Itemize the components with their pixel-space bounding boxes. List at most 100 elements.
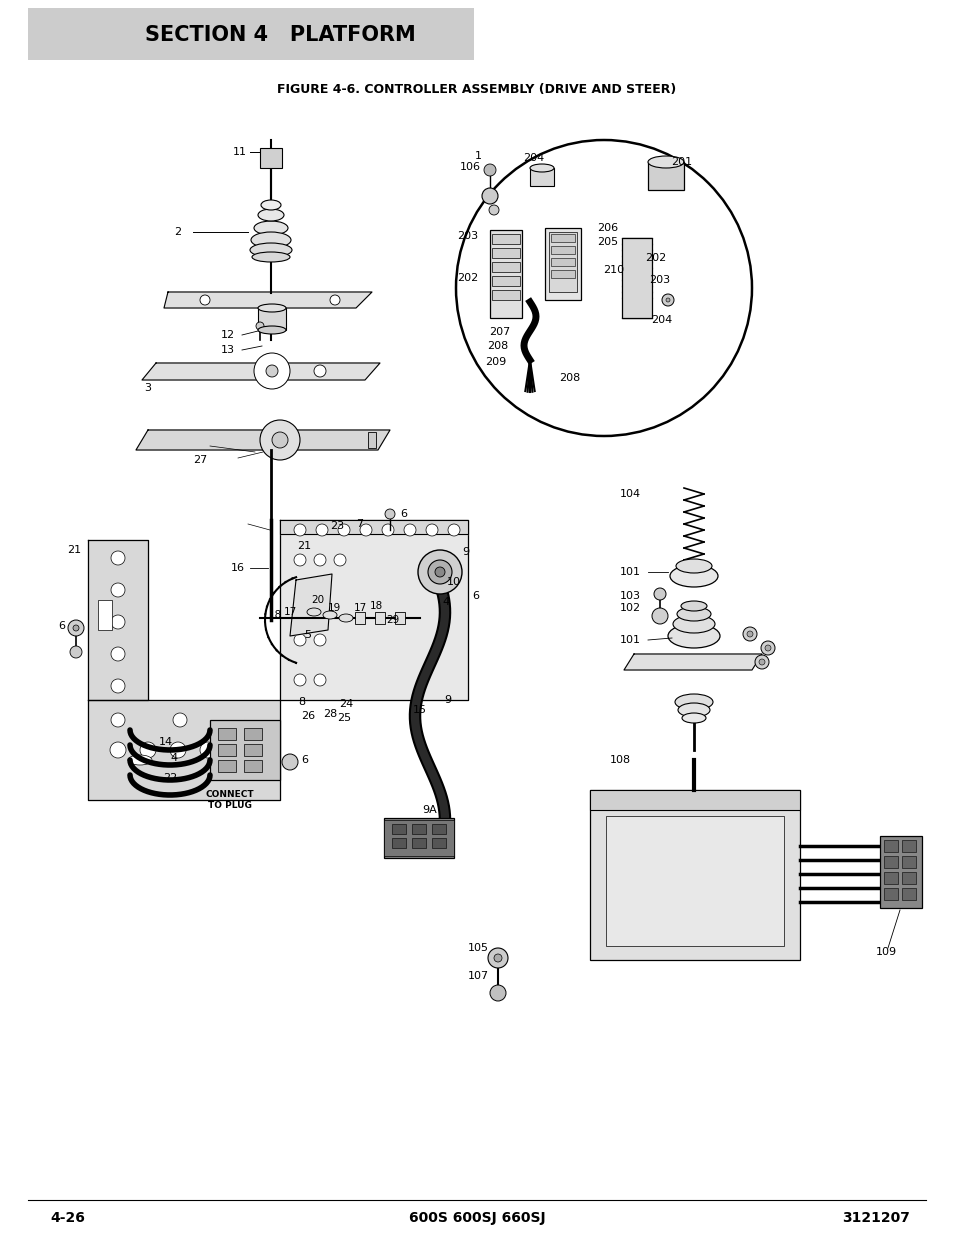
Bar bbox=[492, 290, 519, 300]
Text: 19: 19 bbox=[327, 603, 340, 613]
Circle shape bbox=[73, 625, 79, 631]
Text: 3: 3 bbox=[144, 383, 152, 393]
Bar bbox=[218, 760, 235, 772]
Ellipse shape bbox=[252, 252, 290, 262]
Circle shape bbox=[314, 634, 326, 646]
Polygon shape bbox=[280, 520, 468, 534]
Circle shape bbox=[742, 627, 757, 641]
Ellipse shape bbox=[253, 221, 288, 235]
Circle shape bbox=[282, 755, 297, 769]
Bar bbox=[548, 232, 577, 291]
Bar bbox=[492, 275, 519, 287]
Bar bbox=[244, 727, 262, 740]
Polygon shape bbox=[290, 574, 332, 636]
Ellipse shape bbox=[307, 608, 320, 616]
Circle shape bbox=[172, 713, 187, 727]
Text: 21: 21 bbox=[296, 541, 311, 551]
Circle shape bbox=[337, 524, 350, 536]
Circle shape bbox=[334, 555, 346, 566]
Bar bbox=[901, 840, 915, 852]
Text: 12: 12 bbox=[221, 330, 234, 340]
Circle shape bbox=[483, 164, 496, 177]
Bar bbox=[244, 743, 262, 756]
Circle shape bbox=[759, 659, 764, 664]
Text: 2: 2 bbox=[174, 227, 181, 237]
Text: 28: 28 bbox=[322, 709, 336, 719]
Text: 600S 600SJ 660SJ: 600S 600SJ 660SJ bbox=[408, 1212, 545, 1225]
Text: 11: 11 bbox=[233, 147, 247, 157]
Bar bbox=[392, 824, 406, 834]
Text: 20: 20 bbox=[311, 595, 324, 605]
Text: 101: 101 bbox=[618, 635, 639, 645]
Circle shape bbox=[315, 524, 328, 536]
Bar bbox=[368, 432, 375, 448]
Bar bbox=[490, 230, 521, 317]
Text: 5: 5 bbox=[304, 630, 312, 640]
Bar bbox=[883, 840, 897, 852]
Text: 108: 108 bbox=[609, 755, 630, 764]
Circle shape bbox=[111, 713, 125, 727]
Text: 6: 6 bbox=[58, 621, 66, 631]
Circle shape bbox=[111, 647, 125, 661]
Bar bbox=[375, 613, 385, 624]
Circle shape bbox=[70, 646, 82, 658]
Circle shape bbox=[381, 524, 394, 536]
Circle shape bbox=[200, 295, 210, 305]
Polygon shape bbox=[88, 700, 280, 800]
Bar bbox=[395, 613, 405, 624]
Text: 10: 10 bbox=[447, 577, 460, 587]
Circle shape bbox=[754, 655, 768, 669]
Text: 205: 205 bbox=[597, 237, 618, 247]
Circle shape bbox=[385, 509, 395, 519]
Circle shape bbox=[456, 140, 751, 436]
Bar bbox=[883, 872, 897, 884]
Circle shape bbox=[488, 948, 507, 968]
Text: 103: 103 bbox=[618, 592, 639, 601]
Circle shape bbox=[448, 524, 459, 536]
Bar bbox=[384, 818, 454, 858]
Bar bbox=[901, 856, 915, 868]
Bar bbox=[355, 613, 365, 624]
Circle shape bbox=[294, 524, 306, 536]
Bar bbox=[605, 816, 783, 946]
Bar bbox=[883, 856, 897, 868]
Bar bbox=[412, 839, 426, 848]
Ellipse shape bbox=[128, 755, 152, 764]
Bar bbox=[260, 148, 282, 168]
Polygon shape bbox=[280, 520, 468, 700]
Circle shape bbox=[494, 953, 501, 962]
Bar bbox=[492, 248, 519, 258]
Circle shape bbox=[661, 294, 673, 306]
Polygon shape bbox=[142, 363, 379, 380]
Text: 15: 15 bbox=[413, 705, 427, 715]
Text: 9: 9 bbox=[462, 547, 469, 557]
Text: 109: 109 bbox=[875, 947, 896, 957]
Circle shape bbox=[272, 432, 288, 448]
Circle shape bbox=[294, 594, 306, 606]
Circle shape bbox=[111, 615, 125, 629]
Text: 202: 202 bbox=[456, 273, 478, 283]
Text: 203: 203 bbox=[456, 231, 478, 241]
Circle shape bbox=[403, 524, 416, 536]
Bar bbox=[28, 7, 474, 61]
Text: 27: 27 bbox=[193, 454, 207, 466]
Ellipse shape bbox=[530, 164, 554, 172]
Text: 209: 209 bbox=[485, 357, 506, 367]
Text: 18: 18 bbox=[268, 610, 281, 620]
Text: 101: 101 bbox=[618, 567, 639, 577]
Bar bbox=[901, 872, 915, 884]
Text: 104: 104 bbox=[618, 489, 639, 499]
Polygon shape bbox=[136, 430, 390, 450]
Bar bbox=[647, 162, 683, 190]
Circle shape bbox=[314, 555, 326, 566]
Text: 107: 107 bbox=[467, 971, 488, 981]
Text: 208: 208 bbox=[487, 341, 508, 351]
Bar bbox=[492, 262, 519, 272]
Circle shape bbox=[481, 188, 497, 204]
Circle shape bbox=[255, 322, 264, 330]
Text: 102: 102 bbox=[618, 603, 639, 613]
Text: 22: 22 bbox=[163, 773, 177, 783]
Circle shape bbox=[294, 555, 306, 566]
Circle shape bbox=[314, 366, 326, 377]
Ellipse shape bbox=[681, 713, 705, 722]
